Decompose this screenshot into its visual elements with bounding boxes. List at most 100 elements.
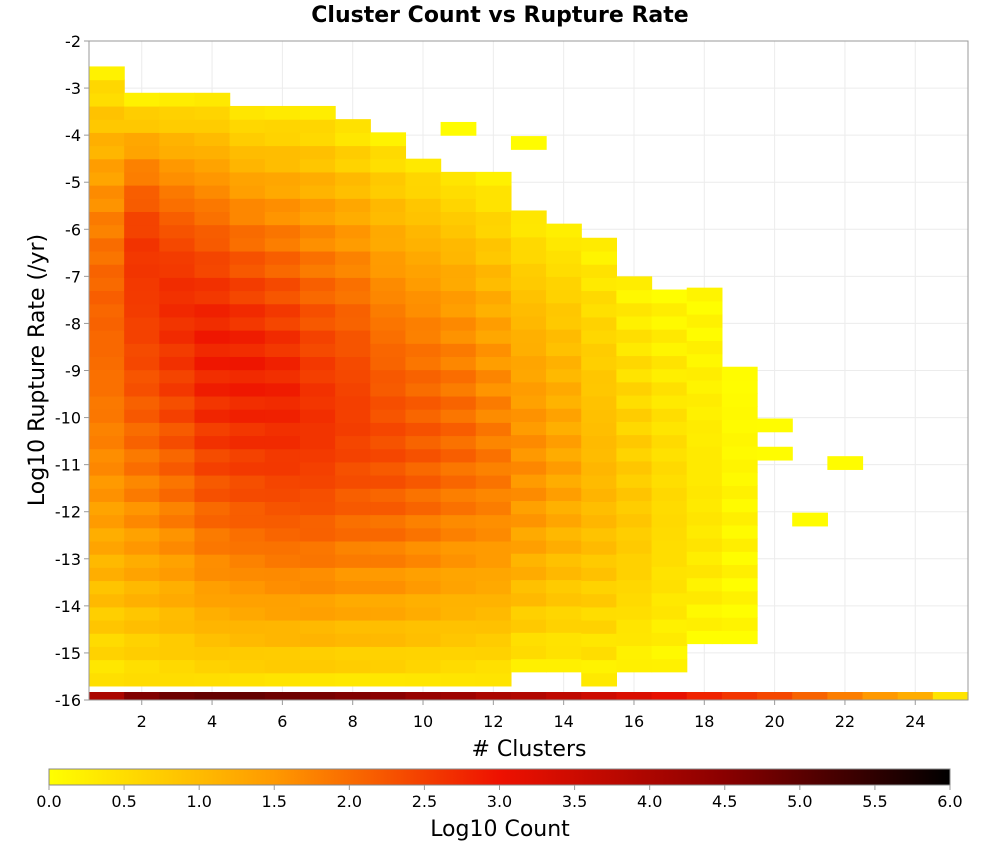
heatmap-cell bbox=[159, 659, 196, 674]
heatmap-cell bbox=[89, 132, 125, 147]
heatmap-cell bbox=[89, 171, 125, 186]
heatmap-cell bbox=[721, 393, 758, 407]
heatmap-cell bbox=[405, 501, 442, 516]
heatmap-cell bbox=[581, 264, 617, 278]
heatmap-cell bbox=[651, 474, 688, 488]
heatmap-cell bbox=[546, 223, 582, 238]
heatmap-cell bbox=[299, 633, 336, 647]
heatmap-cell bbox=[194, 580, 231, 595]
heatmap-cell bbox=[124, 619, 160, 634]
heatmap-cell bbox=[370, 264, 407, 278]
heatmap-cell bbox=[335, 264, 371, 278]
y-tick-label: -7 bbox=[65, 267, 81, 286]
heatmap-cell bbox=[440, 343, 477, 357]
heatmap-cell bbox=[264, 198, 301, 212]
heatmap-cell bbox=[89, 488, 125, 502]
heatmap-cell bbox=[405, 527, 442, 542]
heatmap-cell bbox=[264, 158, 301, 173]
heatmap-cell bbox=[510, 513, 547, 528]
heatmap-cell bbox=[440, 198, 477, 212]
heatmap-cell bbox=[440, 646, 477, 661]
heatmap-cell bbox=[616, 434, 653, 449]
heatmap-cell bbox=[264, 461, 301, 476]
heatmap-cell bbox=[264, 646, 301, 661]
heatmap-cell bbox=[159, 646, 196, 661]
heatmap-cell bbox=[194, 395, 231, 410]
heatmap-cell bbox=[229, 422, 266, 437]
heatmap-cell bbox=[405, 422, 442, 437]
heatmap-cell bbox=[405, 567, 442, 582]
heatmap-cell bbox=[264, 145, 301, 160]
heatmap-cell bbox=[581, 343, 617, 357]
heatmap-cell bbox=[89, 198, 125, 212]
y-axis-label: Log10 Rupture Rate (/yr) bbox=[25, 234, 50, 506]
heatmap-cell bbox=[546, 500, 582, 515]
heatmap-cell bbox=[124, 382, 160, 397]
heatmap-cell bbox=[616, 289, 653, 304]
heatmap-cell bbox=[264, 132, 301, 147]
heatmap-cell bbox=[370, 554, 407, 568]
heatmap-cell bbox=[546, 315, 582, 330]
heatmap-cell bbox=[440, 290, 477, 305]
heatmap-cell bbox=[335, 501, 371, 516]
heatmap-cell bbox=[370, 422, 407, 437]
heatmap-cell bbox=[475, 554, 512, 568]
heatmap-cell bbox=[475, 382, 512, 397]
heatmap-cell bbox=[546, 447, 582, 462]
heatmap-cell bbox=[229, 105, 266, 120]
heatmap-cell bbox=[616, 658, 653, 673]
heatmap-cell bbox=[686, 551, 723, 566]
heatmap-cell bbox=[686, 630, 723, 645]
heatmap-cell bbox=[721, 692, 758, 700]
heatmap-cell bbox=[264, 277, 301, 292]
heatmap-cell bbox=[299, 606, 336, 621]
heatmap-cell bbox=[264, 290, 301, 305]
heatmap-cell bbox=[124, 316, 160, 331]
heatmap-cell bbox=[124, 461, 160, 476]
heatmap-cell bbox=[124, 593, 160, 608]
heatmap-cell bbox=[194, 145, 231, 160]
heatmap-cell bbox=[616, 513, 653, 528]
heatmap-cell bbox=[335, 343, 371, 357]
heatmap-cell bbox=[124, 580, 160, 595]
heatmap-cell bbox=[229, 409, 266, 423]
heatmap-cell bbox=[124, 501, 160, 516]
heatmap-cell bbox=[335, 554, 371, 568]
heatmap-cell bbox=[159, 580, 196, 595]
heatmap-cell bbox=[651, 447, 688, 462]
heatmap-cell bbox=[405, 171, 442, 186]
heatmap-cell bbox=[229, 659, 266, 674]
heatmap-cell bbox=[159, 633, 196, 647]
heatmap-cell bbox=[440, 211, 477, 226]
heatmap-cell bbox=[475, 488, 512, 502]
heatmap-cell bbox=[721, 379, 758, 394]
heatmap-cell bbox=[159, 171, 196, 186]
heatmap-cell bbox=[229, 435, 266, 450]
heatmap-cell bbox=[651, 605, 688, 620]
heatmap-cell bbox=[510, 223, 547, 238]
heatmap-cell bbox=[124, 646, 160, 661]
heatmap-cell bbox=[475, 672, 512, 687]
heatmap-cell bbox=[229, 692, 266, 700]
heatmap-cell bbox=[440, 369, 477, 384]
heatmap-cell bbox=[546, 605, 582, 620]
heatmap-cell bbox=[651, 342, 688, 357]
heatmap-cell bbox=[335, 593, 371, 608]
heatmap-cell bbox=[651, 632, 688, 646]
heatmap-cell bbox=[229, 330, 266, 344]
heatmap-cell bbox=[299, 395, 336, 410]
heatmap-cell bbox=[440, 488, 477, 502]
heatmap-cell bbox=[405, 224, 442, 239]
colorbar-tick-label: 1.0 bbox=[186, 792, 211, 811]
heatmap-cell bbox=[159, 692, 196, 700]
heatmap-cell bbox=[581, 237, 617, 252]
x-tick-label: 20 bbox=[764, 712, 784, 731]
heatmap-cell bbox=[299, 619, 336, 634]
heatmap-cell bbox=[475, 277, 512, 292]
heatmap-cell bbox=[440, 475, 477, 489]
heatmap-cell bbox=[581, 395, 617, 410]
heatmap-cell bbox=[299, 501, 336, 516]
heatmap-cell bbox=[229, 224, 266, 239]
heatmap-cell bbox=[370, 290, 407, 305]
heatmap-cell bbox=[440, 593, 477, 608]
